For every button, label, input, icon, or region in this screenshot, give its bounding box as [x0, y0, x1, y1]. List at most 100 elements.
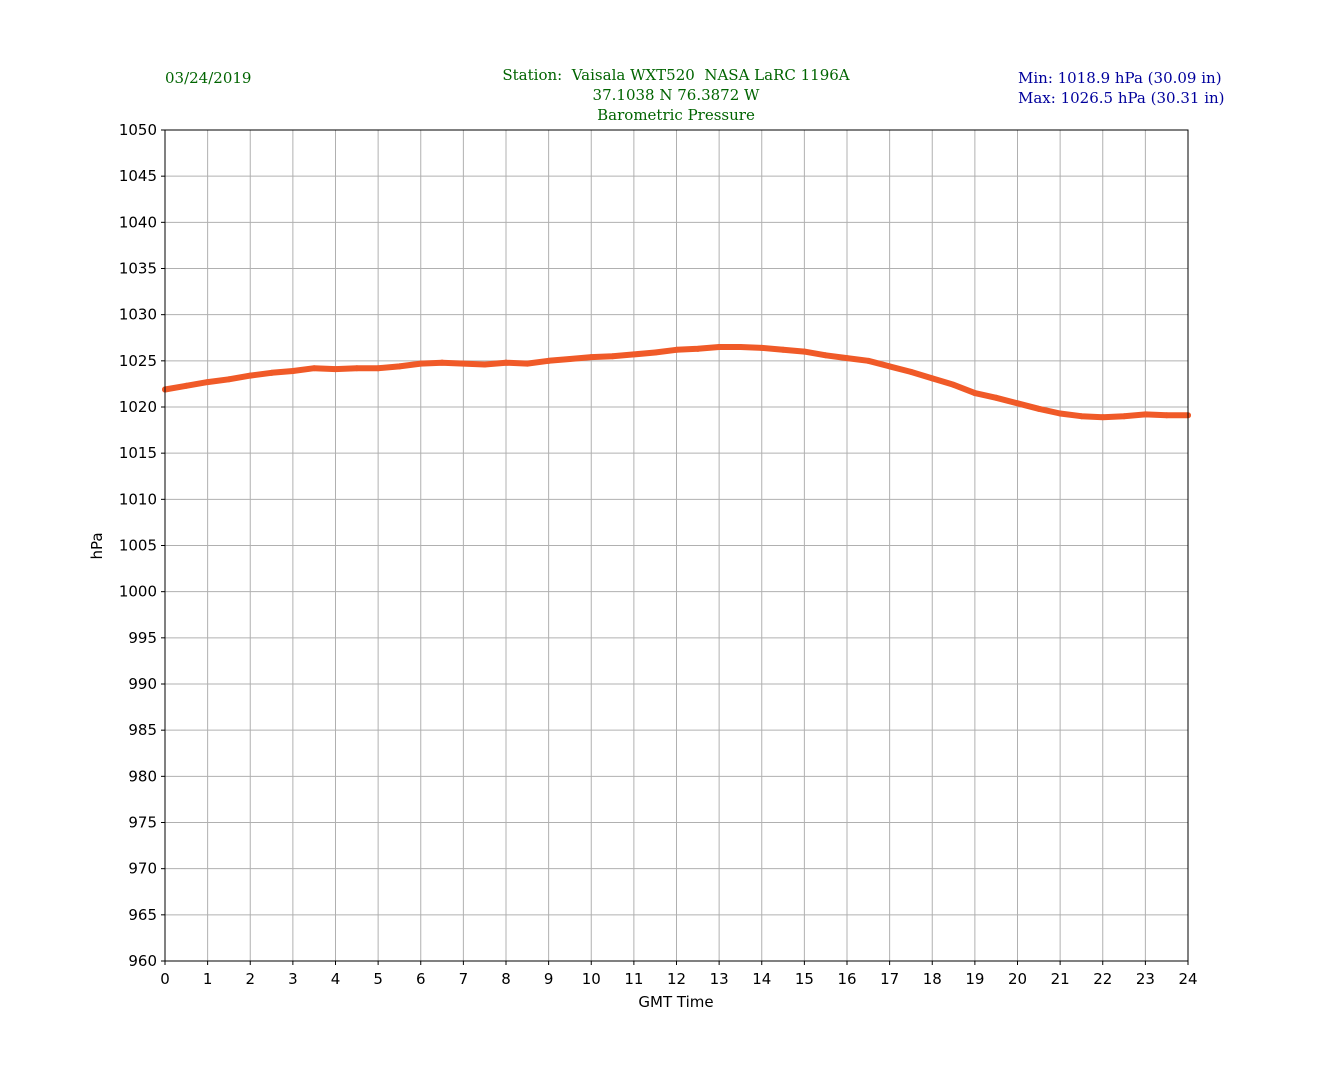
y-tick-label: 1025 — [119, 352, 157, 370]
data-point — [737, 343, 744, 350]
y-tick-label: 990 — [128, 675, 157, 693]
data-point — [481, 361, 488, 368]
parameter-label: Barometric Pressure — [597, 106, 755, 124]
y-tick-label: 1050 — [119, 121, 157, 139]
x-tick-label: 2 — [245, 970, 255, 988]
x-tick-label: 23 — [1136, 970, 1155, 988]
chart-title-block: Station: Vaisala WXT520 NASA LaRC 1196A … — [376, 65, 976, 125]
data-point — [417, 360, 424, 367]
data-point — [652, 349, 659, 356]
y-tick-label: 980 — [128, 767, 157, 785]
y-tick-label: 975 — [128, 814, 157, 832]
max-label: Max: 1026.5 hPa (30.31 in) — [1018, 89, 1225, 107]
data-point — [545, 357, 552, 364]
y-tick-label: 1020 — [119, 398, 157, 416]
data-point — [1099, 414, 1106, 421]
data-point — [630, 351, 637, 358]
y-tick-label: 1000 — [119, 583, 157, 601]
x-tick-label: 13 — [710, 970, 729, 988]
coordinates-label: 37.1038 N 76.3872 W — [592, 86, 760, 104]
data-point — [801, 348, 808, 355]
x-tick-label: 6 — [416, 970, 426, 988]
data-point — [311, 365, 318, 372]
min-label: Min: 1018.9 hPa (30.09 in) — [1018, 69, 1222, 87]
data-point — [396, 363, 403, 370]
x-tick-label: 15 — [795, 970, 814, 988]
y-tick-label: 965 — [128, 906, 157, 924]
data-point — [183, 382, 190, 389]
x-tick-label: 5 — [373, 970, 383, 988]
data-point — [1014, 400, 1021, 407]
data-point — [204, 379, 211, 386]
axis-ticks: 0 1 2 3 4 5 6 7 8 9 10 11 12 13 14 15 16 17 18 19 20 21 22 23 24… — [119, 121, 1198, 988]
data-point — [865, 357, 872, 364]
y-tick-label: 985 — [128, 721, 157, 739]
y-tick-label: 1040 — [119, 213, 157, 231]
data-point — [439, 359, 446, 366]
data-point — [1121, 413, 1128, 420]
grid — [164, 129, 1189, 962]
data-point — [332, 366, 339, 373]
data-point — [524, 360, 531, 367]
x-tick-label: 22 — [1093, 970, 1112, 988]
x-tick-label: 24 — [1178, 970, 1197, 988]
plot-frame — [164, 129, 1189, 962]
y-tick-label: 1005 — [119, 537, 157, 555]
y-tick-label: 995 — [128, 629, 157, 647]
x-tick-label: 18 — [923, 970, 942, 988]
data-point — [971, 390, 978, 397]
data-point — [1035, 405, 1042, 412]
x-tick-label: 17 — [880, 970, 899, 988]
data-point — [716, 343, 723, 350]
y-tick-label: 1035 — [119, 260, 157, 278]
station-label: Station: Vaisala WXT520 NASA LaRC 1196A — [502, 66, 850, 84]
x-tick-label: 4 — [331, 970, 341, 988]
y-tick-label: 1010 — [119, 490, 157, 508]
data-point — [460, 360, 467, 367]
x-tick-label: 19 — [965, 970, 984, 988]
x-tick-label: 0 — [160, 970, 170, 988]
y-tick-label: 970 — [128, 860, 157, 878]
x-tick-label: 14 — [752, 970, 771, 988]
min-max-block: Min: 1018.9 hPa (30.09 in) Max: 1026.5 h… — [1018, 68, 1225, 108]
y-tick-label: 960 — [128, 952, 157, 970]
x-tick-label: 11 — [624, 970, 643, 988]
date-label: 03/24/2019 — [165, 69, 252, 87]
x-axis-label: GMT Time — [638, 993, 713, 1011]
data-point — [780, 346, 787, 353]
data-point — [950, 381, 957, 388]
y-tick-label: 1030 — [119, 306, 157, 324]
x-tick-label: 8 — [501, 970, 511, 988]
data-point — [993, 394, 1000, 401]
data-point — [694, 345, 701, 352]
data-point — [225, 376, 232, 383]
data-point — [353, 365, 360, 372]
y-tick-label: 1015 — [119, 444, 157, 462]
data-point — [588, 354, 595, 361]
data-point — [289, 367, 296, 374]
data-point — [822, 352, 829, 359]
data-point — [907, 368, 914, 375]
x-tick-label: 10 — [582, 970, 601, 988]
data-point — [758, 344, 765, 351]
x-tick-label: 1 — [203, 970, 213, 988]
data-point — [503, 359, 509, 366]
data-point — [1057, 410, 1064, 417]
x-tick-label: 20 — [1008, 970, 1027, 988]
data-point — [375, 365, 382, 372]
data-point — [929, 375, 936, 382]
data-point — [1142, 411, 1149, 418]
x-tick-label: 21 — [1051, 970, 1070, 988]
y-tick-label: 1045 — [119, 167, 157, 185]
data-point — [609, 353, 616, 360]
x-tick-label: 16 — [837, 970, 856, 988]
x-tick-label: 12 — [667, 970, 686, 988]
data-point — [247, 372, 254, 379]
data-point — [844, 355, 850, 362]
y-axis-label: hPa — [88, 532, 106, 559]
data-point — [1078, 413, 1085, 420]
data-point — [673, 346, 680, 353]
x-tick-label: 7 — [459, 970, 469, 988]
data-point — [886, 363, 893, 370]
